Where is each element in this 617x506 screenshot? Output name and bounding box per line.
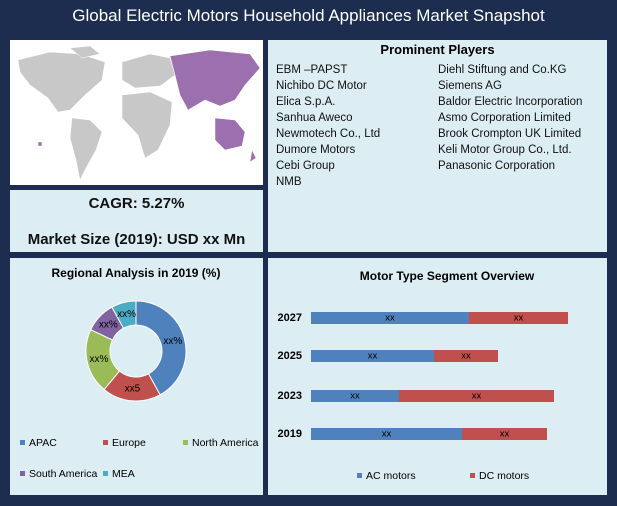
category-label: 2025 [278,350,302,362]
player: Baldor Electric Incorporation [438,96,583,108]
player: NMB [276,176,302,188]
page-title: Global Electric Motors Household Applian… [72,6,545,25]
player: Elica S.p.A. [276,96,336,108]
data-label: xx [385,313,395,324]
europe [121,53,176,89]
legend-swatch [357,473,362,478]
south-america [69,117,103,181]
legend-label: MEA [112,468,135,480]
player: Diehl Stiftung and Co.KG [438,64,567,76]
bar-segment [462,428,547,440]
chart-title: Regional Analysis in 2019 (%) [52,266,221,280]
player: Siemens AG [438,80,502,92]
player: Cebi Group [276,160,335,172]
data-label: xx5 [125,383,141,394]
legend-label: Europe [112,437,146,449]
data-label: xx% [163,336,182,347]
bar-segment [311,428,462,440]
pie-panel: Regional Analysis in 2019 (%) xx% xx5 xx% xx… [10,258,263,495]
player: EBM –PAPST [276,64,348,76]
world-map [17,45,261,181]
category-label: 2023 [278,390,302,402]
bar-segment [311,312,469,324]
category-label: 2019 [278,428,302,440]
player: Dumore Motors [276,144,356,156]
bar-segment [399,390,554,402]
legend-swatch [20,471,25,476]
data-label: xx [461,351,471,362]
legend-swatch [20,440,25,445]
players-left: EBM –PAPST Nichibo DC Motor Elica S.p.A. Sa… [276,62,431,190]
player: Keli Motor Group Co., Ltd. [438,144,572,156]
legend-swatch [183,440,188,445]
greenland [69,45,101,59]
data-label: xx [368,351,378,362]
legend-label: DC motors [479,470,529,482]
data-label: xx [350,391,360,402]
bar-segment [311,390,399,402]
cagr: CAGR: 5.27% [88,195,185,212]
player: Sanhua Aweco [276,112,353,124]
player: Newmotech Co., Ltd [276,128,381,140]
player: Asmo Corporation Limited [438,112,571,124]
legend-swatch [470,473,475,478]
player: Brook Crompton UK Limited [438,128,582,140]
player: Panasonic Corporation [438,160,555,172]
data-label: xx [382,429,392,440]
players-right: Diehl Stiftung and Co.KG Siemens AG Baldor… [438,62,598,174]
data-label: xx [514,313,524,324]
legend-label: North America [192,437,259,449]
data-label: xx% [99,320,118,331]
legend-label: APAC [29,437,57,449]
legend-swatch [103,471,108,476]
data-label: xx [500,429,510,440]
pie-chart: Regional Analysis in 2019 (%)xx%xx5xx%xx… [20,266,259,480]
pacific-islands [37,141,43,147]
bar-segment [469,312,568,324]
bar-segment [311,350,434,362]
legend-swatch [103,440,108,445]
players-panel: Prominent Players EBM –PAPST Nichibo DC M… [268,40,607,252]
players-title: Prominent Players [380,42,495,57]
bar-segment [434,350,498,362]
asia-pacific [169,49,261,111]
market-size: Market Size (2019): USD xx Mn [27,231,246,248]
pie-slice [111,300,137,329]
pie-slice [135,300,187,396]
legend-label: AC motors [366,470,416,482]
data-label: xx% [117,309,136,320]
map-panel [10,40,263,185]
bar-chart: Motor Type Segment Overview 2027 xx xx 2025 x… [278,269,568,482]
category-label: 2027 [278,312,302,324]
new-zealand [249,149,257,163]
legend-label: South America [29,468,97,480]
data-label: xx [472,391,482,402]
africa [121,91,173,159]
australia [214,117,246,151]
chart-title: Motor Type Segment Overview [360,269,535,283]
data-label: xx% [89,354,108,365]
north-america [17,51,106,113]
player: Nichibo DC Motor [276,80,367,92]
summary-panel: CAGR: 5.27% Market Size (2019): USD xx M… [10,190,263,252]
bar-panel: Motor Type Segment Overview 2027 xx xx 2025 x… [268,258,607,495]
